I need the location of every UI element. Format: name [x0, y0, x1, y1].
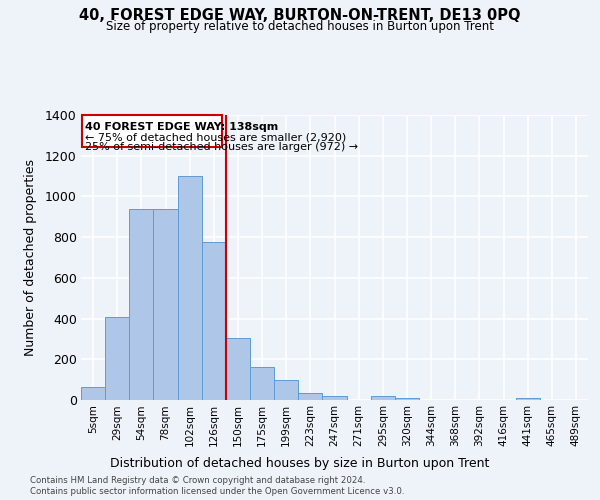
Bar: [178, 176, 202, 400]
Bar: [226, 338, 250, 400]
Bar: [202, 242, 226, 400]
Text: 25% of semi-detached houses are larger (972) →: 25% of semi-detached houses are larger (…: [85, 142, 358, 152]
Bar: [298, 393, 322, 400]
Bar: [105, 316, 129, 400]
Bar: [129, 208, 154, 400]
Bar: [274, 380, 298, 400]
Text: ← 75% of detached houses are smaller (2,920): ← 75% of detached houses are smaller (2,…: [85, 132, 346, 142]
Text: 40, FOREST EDGE WAY, BURTON-ON-TRENT, DE13 0PQ: 40, FOREST EDGE WAY, BURTON-ON-TRENT, DE…: [79, 8, 521, 22]
Bar: [371, 396, 395, 400]
Text: Contains HM Land Registry data © Crown copyright and database right 2024.: Contains HM Land Registry data © Crown c…: [30, 476, 365, 485]
Text: Contains public sector information licensed under the Open Government Licence v3: Contains public sector information licen…: [30, 487, 404, 496]
FancyBboxPatch shape: [82, 115, 222, 146]
Y-axis label: Number of detached properties: Number of detached properties: [23, 159, 37, 356]
Bar: [322, 396, 347, 400]
Bar: [250, 368, 274, 400]
Text: Size of property relative to detached houses in Burton upon Trent: Size of property relative to detached ho…: [106, 20, 494, 33]
Bar: [395, 398, 419, 400]
Bar: [515, 398, 540, 400]
Bar: [154, 208, 178, 400]
Text: Distribution of detached houses by size in Burton upon Trent: Distribution of detached houses by size …: [110, 458, 490, 470]
Bar: [81, 387, 105, 400]
Text: 40 FOREST EDGE WAY: 138sqm: 40 FOREST EDGE WAY: 138sqm: [85, 122, 278, 132]
